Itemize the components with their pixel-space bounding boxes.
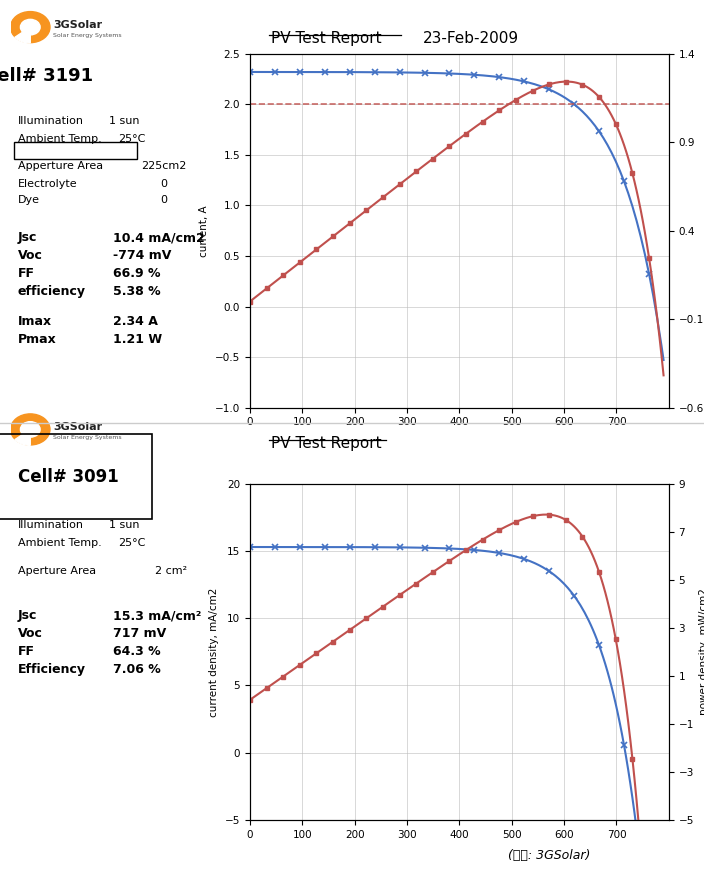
Text: Dye: Dye: [18, 195, 39, 205]
Text: 2.34 A: 2.34 A: [113, 315, 158, 329]
Circle shape: [11, 414, 50, 445]
Text: 0: 0: [161, 179, 168, 189]
Y-axis label: power density, mW/cm2: power density, mW/cm2: [700, 589, 704, 715]
Text: Ambient Temp.: Ambient Temp.: [18, 538, 101, 547]
Text: Jsc: Jsc: [18, 609, 37, 623]
Text: Cell# 3091: Cell# 3091: [18, 468, 118, 486]
Text: 717 mV: 717 mV: [113, 627, 166, 641]
Text: Solar Energy Systems: Solar Energy Systems: [53, 435, 122, 441]
Text: 1 sun: 1 sun: [109, 116, 139, 126]
Text: Ambient Temp.: Ambient Temp.: [18, 134, 101, 144]
Text: Voc: Voc: [18, 627, 42, 641]
Text: 10.4 mA/cm2: 10.4 mA/cm2: [113, 231, 204, 245]
Text: PV Test Report: PV Test Report: [271, 31, 382, 47]
Wedge shape: [15, 27, 30, 43]
Text: Jsc: Jsc: [18, 231, 37, 245]
Wedge shape: [15, 429, 30, 445]
Text: Imax: Imax: [18, 315, 51, 329]
Text: Efficiency: Efficiency: [18, 663, 86, 676]
Y-axis label: current, A: current, A: [199, 205, 209, 256]
Text: PV Test Report: PV Test Report: [271, 436, 382, 452]
Text: 3GSolar: 3GSolar: [53, 422, 102, 432]
Text: 1.21 W: 1.21 W: [113, 333, 162, 347]
Text: 25°C: 25°C: [118, 134, 146, 144]
Text: 15.3 mA/cm²: 15.3 mA/cm²: [113, 609, 201, 623]
Circle shape: [20, 20, 40, 35]
Text: 64.3 %: 64.3 %: [113, 645, 161, 659]
Text: Apperture Area: Apperture Area: [18, 161, 103, 171]
Text: 2 cm²: 2 cm²: [155, 566, 187, 576]
Text: Pmax: Pmax: [18, 333, 56, 347]
Text: Aperture Area: Aperture Area: [18, 566, 96, 576]
Y-axis label: current density, mA/cm2: current density, mA/cm2: [209, 587, 219, 717]
Text: efficiency: efficiency: [18, 285, 86, 298]
Circle shape: [20, 422, 40, 437]
Text: FF: FF: [18, 267, 34, 280]
Text: FF: FF: [18, 645, 34, 659]
Text: 225cm2: 225cm2: [141, 161, 186, 171]
Text: 66.9 %: 66.9 %: [113, 267, 160, 280]
Text: Voc: Voc: [18, 249, 42, 263]
Text: 7.06 %: 7.06 %: [113, 663, 161, 676]
Text: 3GSolar: 3GSolar: [53, 20, 102, 30]
Text: (출첸: 3GSolar): (출첸: 3GSolar): [508, 849, 591, 862]
Text: 23-Feb-2009: 23-Feb-2009: [422, 31, 519, 47]
Text: 25°C: 25°C: [118, 538, 146, 547]
Text: Electrolyte: Electrolyte: [18, 179, 77, 189]
Circle shape: [11, 12, 50, 43]
Text: 5.38 %: 5.38 %: [113, 285, 161, 298]
Text: 1 sun: 1 sun: [109, 520, 139, 530]
Text: Solar Energy Systems: Solar Energy Systems: [53, 33, 122, 39]
Text: Illumination: Illumination: [18, 116, 84, 126]
Text: Illumination: Illumination: [18, 520, 84, 530]
Text: 0: 0: [161, 195, 168, 205]
Text: Cell# 3191: Cell# 3191: [0, 67, 94, 85]
Text: -774 mV: -774 mV: [113, 249, 171, 263]
